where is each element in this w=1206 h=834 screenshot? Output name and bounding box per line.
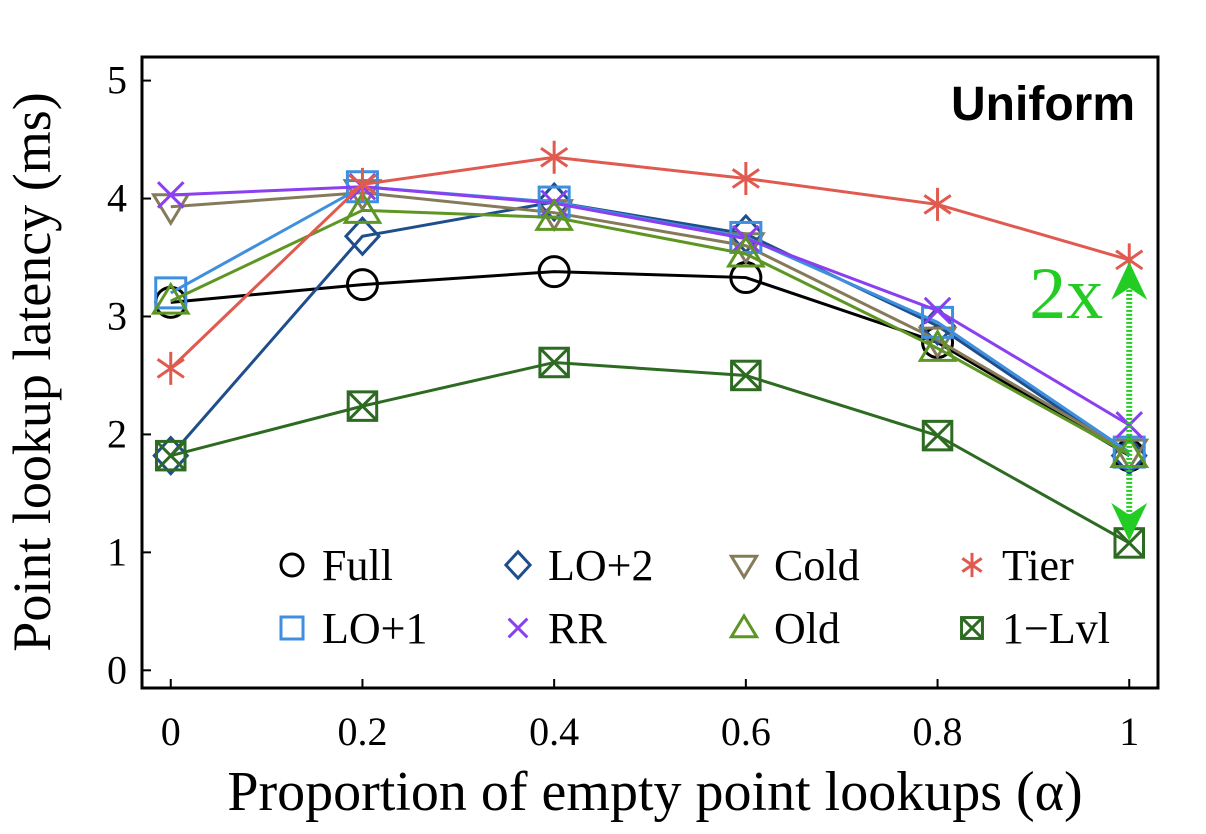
x-tick-label: 0.6: [721, 709, 771, 754]
marker-diamond: [535, 181, 573, 223]
x-tick-label: 1: [1119, 709, 1139, 754]
marker-boxed-x: [921, 419, 954, 452]
legend-label: Old: [774, 604, 840, 653]
series-LO+1: [154, 170, 1146, 469]
marker-asterisk: [731, 161, 760, 195]
marker-triangle-up: [342, 190, 383, 224]
legend-item-1−Lvl: 1−Lvl: [960, 604, 1110, 653]
marker-triangle-down: [728, 554, 760, 580]
y-tick-label: 0: [107, 647, 127, 692]
marker-diamond: [343, 216, 381, 257]
y-axis-label: Point lookup latency (ms): [2, 92, 62, 651]
legend-item-Tier: Tier: [961, 541, 1074, 590]
annotation-arrow: [1111, 261, 1148, 541]
marker-boxed-x: [730, 359, 762, 392]
marker-circle: [279, 552, 305, 578]
legend-item-RR: RR: [507, 604, 607, 653]
marker-boxed-x: [538, 346, 570, 379]
x-axis-label: Proportion of empty point lookups (α): [227, 761, 1082, 823]
legend-label: Full: [322, 541, 393, 590]
chart-title: Uniform: [951, 78, 1135, 131]
marker-triangle-up: [728, 613, 760, 639]
marker-square: [921, 305, 955, 339]
series-line: [169, 200, 1131, 457]
marker-boxed-x: [346, 390, 379, 422]
arrow-head-bottom: [1111, 502, 1148, 541]
marker-x: [923, 296, 952, 325]
marker-triangle-up: [725, 234, 766, 268]
legend-label: Cold: [774, 541, 860, 590]
legend-label: 1−Lvl: [1002, 604, 1110, 653]
series-1−Lvl: [155, 346, 1145, 559]
series-RR: [156, 172, 1144, 439]
annotation-layer: 2x: [1029, 253, 1148, 541]
marker-boxed-x-cross: [922, 420, 953, 451]
legend-label: LO+1: [322, 604, 427, 653]
series-line: [170, 185, 1131, 454]
marker-square: [279, 615, 305, 641]
x-tick-label: 0.4: [529, 709, 579, 754]
arrow-head-top: [1111, 261, 1148, 300]
legend-label: LO+2: [548, 541, 653, 590]
series-line: [170, 360, 1130, 545]
legend-item-LO+1: LO+1: [279, 604, 427, 653]
marker-asterisk: [923, 187, 952, 221]
series-line: [170, 270, 1131, 457]
series-LO+2: [152, 181, 1148, 476]
marker-x: [156, 181, 185, 209]
legend-item-LO+2: LO+2: [503, 541, 653, 590]
legend-label: RR: [548, 604, 607, 653]
series-line: [170, 185, 1131, 427]
marker-boxed-x: [960, 616, 984, 640]
series-Tier: [156, 140, 1144, 385]
y-tick-label: 2: [107, 411, 127, 456]
marker-asterisk: [540, 140, 569, 174]
axes: 0 0.2 0.4 0.6 0.8 1 0 1 2 3 4 5: [107, 58, 1139, 754]
marker-boxed-x-cross: [155, 440, 187, 471]
marker-circle: [345, 268, 379, 302]
legend-item-Old: Old: [728, 604, 840, 653]
series-Old: [150, 190, 1150, 468]
marker-triangle-down: [150, 193, 191, 227]
annotation-label: 2x: [1029, 253, 1103, 335]
marker-x: [1115, 411, 1144, 439]
series-layer: [150, 140, 1150, 559]
marker-asterisk: [156, 351, 185, 385]
marker-circle: [537, 255, 571, 289]
marker-diamond: [152, 435, 190, 476]
marker-boxed-x: [155, 439, 187, 472]
y-tick-label: 5: [107, 58, 127, 103]
marker-boxed-x-cross: [347, 390, 378, 422]
series-line: [170, 208, 1130, 456]
x-tick-label: 0: [161, 709, 181, 754]
y-tick-label: 4: [107, 176, 127, 221]
y-tick-label: 3: [107, 293, 127, 338]
legend-item-Cold: Cold: [728, 541, 860, 590]
marker-x: [507, 617, 529, 639]
plot-frame: [140, 55, 1160, 690]
x-tick-label: 0.2: [337, 709, 387, 754]
marker-boxed-x-cross: [538, 347, 570, 378]
series-Cold: [150, 179, 1150, 472]
marker-boxed-x-cross: [960, 616, 984, 640]
marker-boxed-x-cross: [730, 360, 762, 391]
marker-boxed-x-cross: [1113, 527, 1145, 559]
marker-asterisk: [348, 167, 377, 201]
marker-triangle-down: [917, 326, 958, 360]
legend-item-Full: Full: [279, 541, 393, 590]
y-tick-label: 1: [107, 529, 127, 574]
marker-asterisk: [961, 552, 983, 578]
x-tick-label: 0.8: [913, 709, 963, 754]
series-line: [169, 155, 1130, 370]
legend: Full LO+2 Cold Tier LO+1 RR Old 1−Lvl: [279, 541, 1110, 653]
series-line: [170, 191, 1131, 454]
plot-border: [140, 55, 1160, 690]
legend-label: Tier: [1002, 541, 1074, 590]
marker-triangle-up: [150, 281, 191, 315]
marker-diamond: [503, 549, 533, 581]
marker-triangle-up: [534, 198, 575, 231]
marker-triangle-up: [917, 328, 958, 362]
